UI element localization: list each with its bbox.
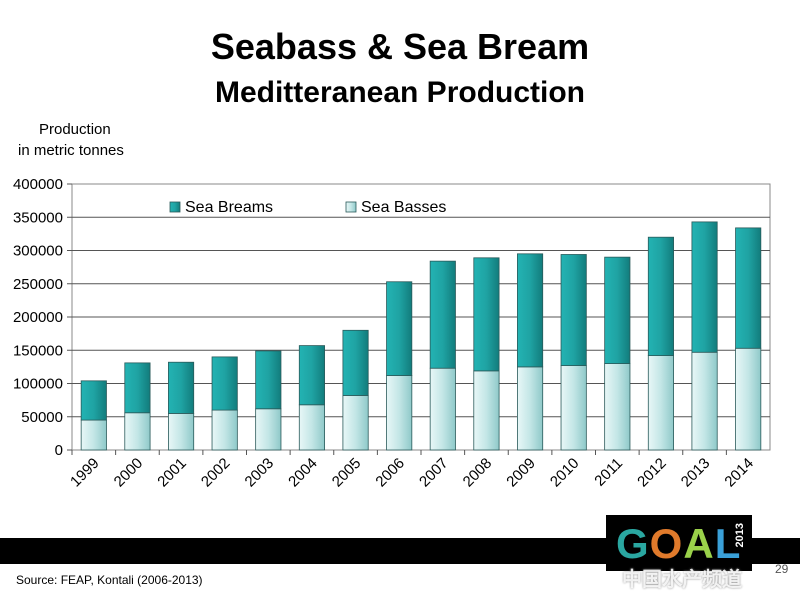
y-axis-label-line-1: Production <box>39 121 111 138</box>
goal-logo-letter: L <box>714 520 742 567</box>
legend-label: Sea Basses <box>361 199 446 216</box>
bar-sea-basses <box>298 404 325 451</box>
x-tick-label: 2001 <box>154 455 190 491</box>
bar-sea-basses <box>647 355 674 451</box>
bar-sea-breams <box>342 329 369 396</box>
x-tick-label: 1999 <box>67 455 103 491</box>
bar-sea-basses <box>255 408 282 451</box>
legend-swatch <box>169 201 181 213</box>
goal-logo: GOAL 2013 <box>606 515 752 571</box>
y-tick-label: 100000 <box>13 376 63 393</box>
bar-sea-breams <box>255 350 282 410</box>
goal-logo-letter: A <box>683 520 715 567</box>
x-tick-label: 2011 <box>591 455 626 490</box>
goal-logo-letter: G <box>616 520 650 567</box>
bar-sea-breams <box>80 380 107 421</box>
bar-sea-breams <box>298 345 325 406</box>
bar-sea-basses <box>560 365 587 451</box>
y-axis-label-line-2: in metric tonnes <box>18 142 124 159</box>
bar-sea-basses <box>604 363 631 451</box>
bar-sea-breams <box>604 256 631 364</box>
goal-logo-year: 2013 <box>734 523 746 548</box>
legend-swatch <box>345 201 357 213</box>
goal-logo-letter: O <box>649 520 684 567</box>
x-tick-label: 2006 <box>372 455 408 491</box>
bar-sea-basses <box>168 413 195 451</box>
x-tick-label: 2007 <box>416 455 452 491</box>
bar-sea-breams <box>735 227 762 349</box>
y-tick-label: 400000 <box>13 176 63 193</box>
y-tick-label: 50000 <box>21 409 63 426</box>
bar-sea-basses <box>386 375 413 451</box>
bar-sea-breams <box>560 254 587 366</box>
bar-sea-basses <box>80 419 107 451</box>
y-tick-label: 200000 <box>13 309 63 326</box>
y-tick-label: 250000 <box>13 276 63 293</box>
y-tick-label: 300000 <box>13 243 63 260</box>
x-tick-label: 2005 <box>329 455 365 491</box>
y-tick-label: 150000 <box>13 342 63 359</box>
x-tick-label: 2003 <box>242 455 278 491</box>
x-tick-label: 2010 <box>547 455 583 491</box>
bar-sea-basses <box>342 395 369 451</box>
bar-sea-breams <box>517 253 544 368</box>
x-tick-label: 2004 <box>285 455 321 491</box>
x-tick-label: 2013 <box>678 455 714 491</box>
bar-sea-basses <box>517 366 544 451</box>
bar-sea-breams <box>168 361 195 414</box>
slide-subtitle: Meditteranean Production <box>214 76 586 109</box>
x-tick-label: 2012 <box>634 455 670 491</box>
bar-sea-breams <box>124 362 151 414</box>
bar-sea-breams <box>691 221 718 353</box>
bar-sea-breams <box>429 260 456 369</box>
bar-sea-basses <box>124 412 151 451</box>
bar-sea-breams <box>386 281 413 376</box>
y-tick-label: 0 <box>55 442 63 459</box>
bar-sea-basses <box>429 367 456 451</box>
bar-sea-breams <box>211 356 238 411</box>
x-tick-label: 2008 <box>460 455 496 491</box>
x-tick-label: 2014 <box>721 455 757 491</box>
source-note: Source: FEAP, Kontali (2006-2013) <box>16 573 203 587</box>
bar-sea-breams <box>647 236 674 356</box>
bar-sea-basses <box>691 351 718 451</box>
bar-sea-basses <box>473 370 500 451</box>
goal-logo-text: GOAL <box>616 521 741 567</box>
watermark-text: 中国水产频道 <box>622 569 742 591</box>
bar-sea-basses <box>735 347 762 451</box>
slide-title: Seabass & Sea Bream <box>210 26 590 67</box>
x-tick-label: 2000 <box>111 455 147 491</box>
y-tick-label: 350000 <box>13 209 63 226</box>
bar-sea-basses <box>211 409 238 451</box>
x-tick-label: 2009 <box>503 455 539 491</box>
page-number: 29 <box>775 562 789 576</box>
bar-sea-breams <box>473 257 500 372</box>
x-tick-label: 2002 <box>198 455 234 491</box>
legend-label: Sea Breams <box>185 199 273 216</box>
